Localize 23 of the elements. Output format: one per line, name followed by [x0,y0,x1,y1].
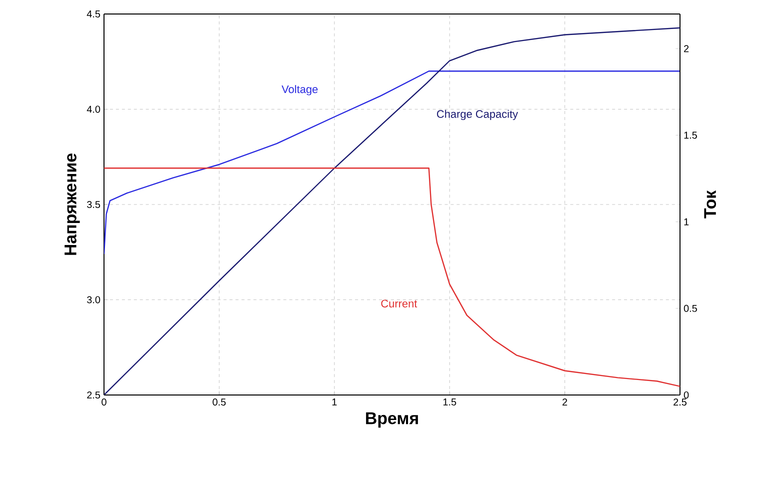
y2-tick-label: 0 [684,391,689,399]
x-tick-label: 2 [562,398,568,406]
text: Current [381,300,418,308]
y2-tick-label: 1 [684,218,689,226]
x-tick-label: 2.5 [674,398,687,406]
y2-tick-label: 2 [684,45,689,52]
x-tick-label: 1 [332,398,337,406]
y-tick-label: 4.0 [86,106,100,113]
y2-axis-title: Ток [704,190,716,218]
x-tick-label: 0.5 [212,398,226,406]
x-axis-title: Время [366,412,418,428]
y2-tick-label: 0.5 [684,304,697,312]
text: Charge Capacity [437,110,518,120]
y-tick-label: 2.5 [87,391,100,399]
y-tick-label: 3.5 [87,200,100,208]
text: Voltage [282,85,318,96]
x-tick-label: 0 [102,398,106,406]
y-tick-label: 4.5 [86,10,100,18]
y-tick-label: 3.0 [87,296,100,304]
y-axis-title: Напряжение [64,154,80,255]
x-tick-label: 1.5 [443,398,456,406]
line-series [104,168,680,387]
y2-tick-label: 1.5 [684,132,697,139]
